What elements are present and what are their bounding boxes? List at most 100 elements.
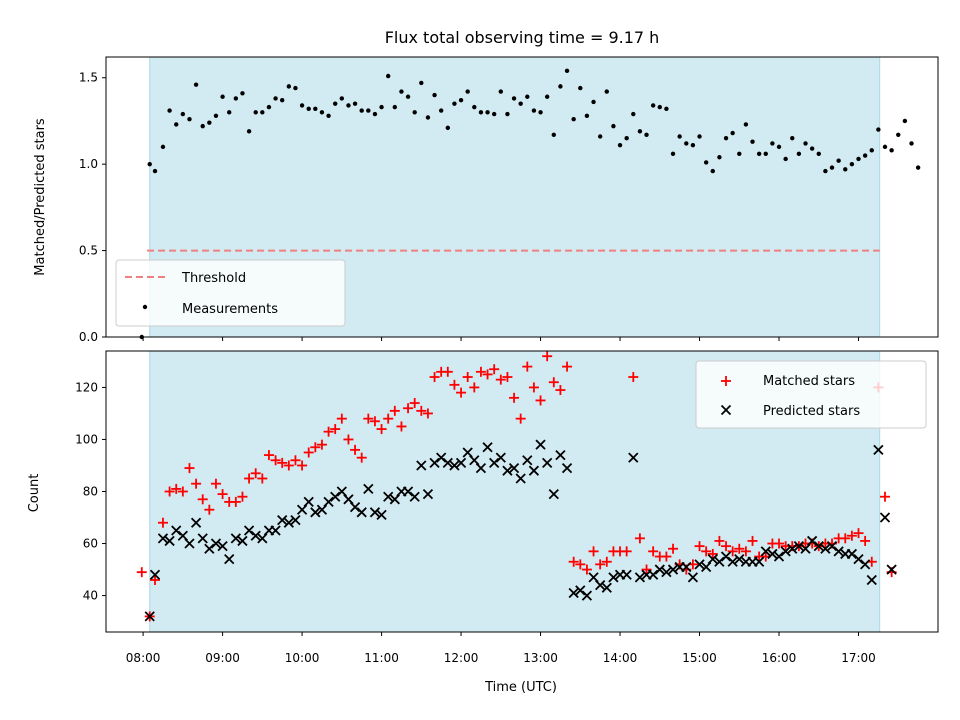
predicted-star-point: [184, 538, 195, 549]
x-tick-label: 17:00: [841, 651, 876, 665]
predicted-star-point: [873, 444, 884, 456]
matched-star-point: [522, 361, 533, 372]
predicted-star-point: [548, 488, 559, 500]
measurement-point: [286, 84, 292, 89]
predicted-star-point: [787, 543, 798, 554]
measurement-point: [280, 98, 285, 103]
measurements-legend-swatch: [142, 304, 148, 310]
matched-star-point: [257, 473, 268, 484]
ratio-legend: Threshold Measurements: [115, 259, 346, 327]
measurement-point: [558, 84, 563, 89]
predicted-star-point: [495, 452, 506, 463]
measurement-point: [432, 92, 437, 98]
matched-star-point: [230, 496, 241, 507]
matched-legend-label: Matched stars: [763, 374, 855, 389]
measurement-point: [684, 141, 689, 146]
count-y-tick-label: 100: [75, 432, 98, 446]
matched-star-point: [482, 369, 493, 380]
measurement-point: [498, 89, 504, 94]
predicted-star-point: [310, 507, 321, 518]
matched-star-point: [774, 538, 785, 549]
measurement-point: [584, 113, 590, 118]
matched-star-point: [350, 444, 361, 455]
predicted-star-point: [720, 551, 732, 562]
measurement-point: [611, 123, 616, 129]
measurement-point: [193, 82, 199, 87]
measurement-point: [737, 151, 742, 156]
measurement-point: [385, 73, 391, 79]
measurement-point: [862, 153, 868, 158]
matched-star-point: [363, 413, 374, 424]
predicted-star-point: [561, 462, 573, 474]
predicted-star-point: [661, 567, 672, 578]
predicted-star-point: [204, 543, 215, 554]
matched-star-point: [343, 434, 354, 445]
matched-star-point: [244, 473, 255, 484]
measurement-point: [690, 142, 696, 148]
threshold-legend-label: Threshold: [181, 271, 246, 286]
predicted-star-point: [356, 507, 367, 518]
predicted-star-point: [694, 559, 705, 570]
measurement-point: [538, 110, 543, 115]
matched-star-point: [548, 377, 559, 388]
measurement-point: [644, 132, 649, 137]
matched-star-point: [502, 372, 513, 383]
matched-star-point: [389, 405, 400, 416]
measurement-point: [564, 68, 570, 74]
predicted-star-point: [754, 556, 765, 567]
matched-star-point: [542, 351, 553, 362]
predicted-star-point: [171, 525, 182, 536]
measurement-point: [604, 89, 609, 94]
measurement-point: [915, 165, 921, 170]
x-tick-label: 16:00: [762, 651, 797, 665]
ratio-y-tick-label: 0.5: [79, 244, 98, 258]
matched-star-point: [157, 517, 168, 528]
measurement-point: [438, 108, 444, 113]
measurement-point: [703, 160, 709, 165]
predicted-star-point: [489, 457, 500, 469]
matched-star-point: [641, 564, 652, 575]
matched-star-point: [184, 463, 195, 474]
predicted-star-point: [475, 462, 487, 474]
predicted-star-point: [654, 564, 665, 575]
matched-star-point: [310, 442, 321, 453]
measurement-point: [253, 110, 258, 115]
measurement-point: [783, 156, 788, 162]
predicted-star-point: [648, 569, 659, 580]
count-y-axis-label: Count: [27, 474, 42, 513]
matched-star-point: [661, 551, 672, 562]
measurement-point: [465, 89, 470, 94]
predicted-star-point: [833, 546, 844, 557]
predicted-star-point: [330, 491, 341, 502]
predicted-star-point: [416, 460, 427, 471]
measurement-point: [790, 136, 795, 141]
ratio-y-tick-label: 0.0: [79, 330, 98, 344]
measurement-point: [843, 167, 848, 172]
matched-star-point: [495, 374, 506, 385]
matched-star-point: [701, 546, 712, 557]
measurement-point: [445, 125, 451, 131]
predicted-star-point: [383, 491, 394, 502]
measurement-point: [220, 94, 225, 99]
x-tick-label: 15:00: [682, 651, 717, 665]
predicted-star-point: [866, 574, 877, 586]
measurement-point: [240, 91, 245, 96]
matched-star-point: [727, 546, 738, 557]
matched-star-point: [588, 546, 599, 557]
matched-star-point: [568, 556, 579, 567]
measurement-point: [160, 144, 166, 150]
matched-star-point: [316, 439, 327, 450]
predicted-star-point: [230, 533, 241, 544]
measurement-point: [909, 141, 914, 146]
measurement-point: [147, 161, 152, 167]
measurements-legend-label: Measurements: [182, 302, 278, 317]
measurement-point: [816, 151, 821, 156]
ratio-legend-box: [115, 259, 346, 327]
measurement-point: [823, 168, 828, 174]
matched-star-point: [528, 382, 539, 393]
predicted-star-point: [628, 452, 639, 463]
measurement-point: [207, 120, 212, 125]
measurement-point: [518, 101, 523, 106]
predicted-star-point: [793, 541, 805, 552]
predicted-star-point: [581, 590, 593, 601]
